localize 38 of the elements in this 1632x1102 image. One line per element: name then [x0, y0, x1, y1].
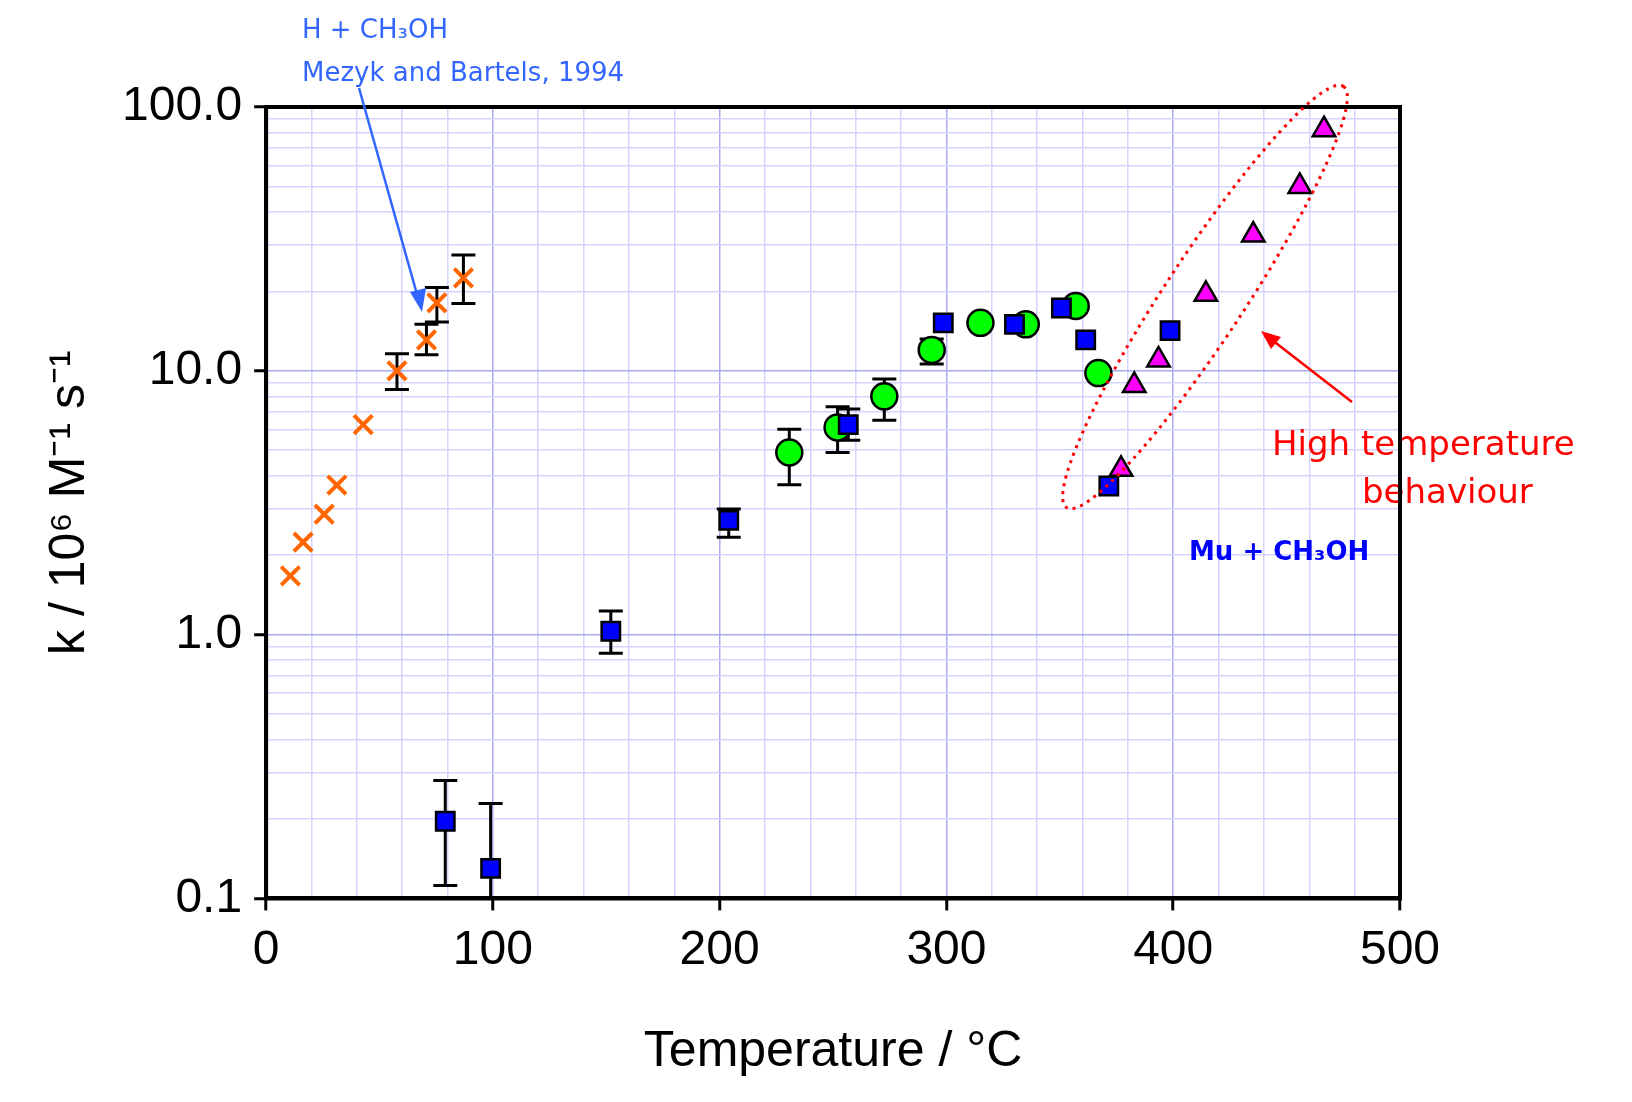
x-tick-label: 500: [1359, 921, 1441, 975]
point: [385, 359, 409, 382]
point: [312, 503, 336, 526]
point: [434, 810, 456, 832]
point: [718, 509, 740, 531]
point: [351, 413, 375, 436]
point: [837, 414, 859, 436]
x-tick-label: 0: [252, 921, 280, 975]
point: [279, 564, 302, 588]
x-tick-label: 100: [452, 921, 533, 975]
point: [415, 328, 438, 352]
point: [932, 312, 954, 334]
x-tick-label: 400: [1133, 921, 1214, 975]
point: [325, 473, 349, 497]
point: [425, 291, 449, 315]
x-tick-label: 200: [679, 921, 760, 975]
y-tick-label: 10.0: [148, 341, 243, 395]
point: [1159, 320, 1181, 342]
point: [291, 531, 315, 554]
annotation: Mu + CH₃OH: [1189, 536, 1370, 566]
text: Mezyk and Bartels, 1994: [302, 57, 625, 87]
point: [1050, 297, 1072, 319]
text: H + CH₃OH: [302, 14, 449, 44]
point: [870, 382, 899, 411]
x-tick-label: 300: [906, 921, 987, 975]
y-tick-label: 0.1: [175, 868, 243, 922]
y-axis-title: k / 10⁶ M⁻¹ s⁻¹: [38, 350, 95, 655]
point: [480, 857, 502, 879]
x-axis-title: Temperature / °C: [643, 1020, 1023, 1077]
y-tick-label: 100.0: [121, 77, 243, 131]
y-tick-label: 1.0: [175, 604, 243, 658]
point: [1084, 358, 1113, 388]
point: [1075, 329, 1097, 351]
point: [600, 620, 622, 642]
point: [966, 308, 995, 338]
point: [775, 438, 804, 467]
point: [452, 266, 475, 290]
point: [1004, 313, 1025, 335]
